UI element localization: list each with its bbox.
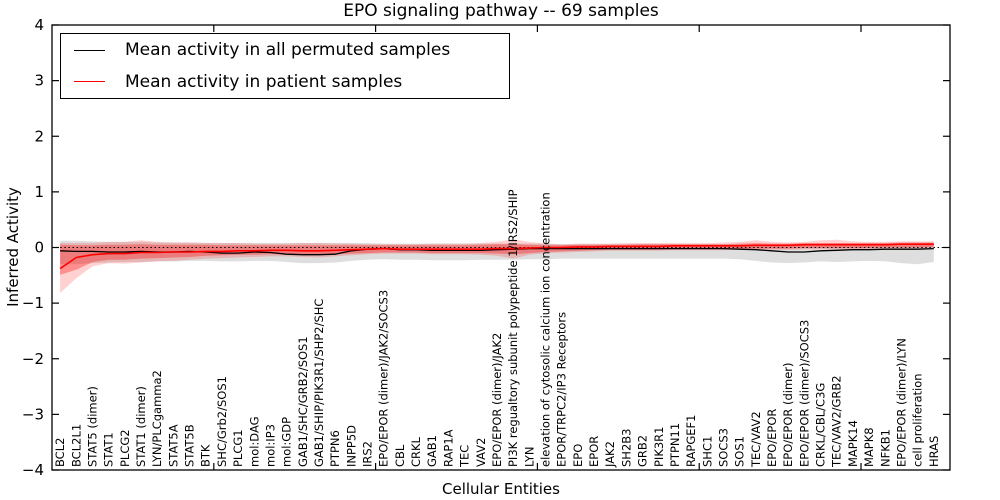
legend-entry-permuted: Mean activity in all permuted samples [74,35,509,65]
x-category-label: BCL2 [53,438,67,467]
y-tick-label: 1 [34,183,44,201]
y-tick-label: −2 [22,350,44,368]
x-category-label: SHC1 [700,436,714,467]
x-category-label: PTPN11 [668,423,682,467]
x-category-label: mol:GDP [280,417,294,467]
x-category-label: RAP1A [441,429,455,467]
x-category-label: EPOR/TRPC2/IP3 Receptors [555,312,569,467]
x-category-label: EPO/EPOR [765,409,779,467]
x-category-label: INPP5D [344,425,358,467]
y-tick-label: 2 [34,127,44,145]
x-category-label: elevation of cytosolic calcium ion conce… [539,192,553,467]
x-category-label: EPO/EPOR (dimer)/LYN [895,338,909,467]
y-tick-label: −1 [22,294,44,312]
x-category-label: MAPK14 [846,420,860,467]
x-category-label: EPO [571,444,585,467]
legend-line-sample-black [74,49,105,51]
x-category-label: STAT5A [166,424,180,467]
axes-spines [51,24,951,471]
x-category-label: BCL2L1 [69,424,83,467]
x-category-label: IRS2 [361,441,375,467]
x-category-label: TEC [458,445,472,468]
x-category-label: HRAS [927,436,941,467]
x-category-label: RAPGEF1 [684,415,698,467]
x-category-label: GAB1 [425,435,439,467]
y-tick-label: 4 [34,16,44,34]
x-category-label: PLCG1 [231,429,245,467]
x-category-label: PIK3R1 [652,427,666,468]
x-category-label: VAV2 [474,438,488,467]
permuted-band [60,240,934,265]
x-category-label: SH2B3 [619,429,633,467]
x-category-label: EPOR [587,436,601,467]
x-category-label: SOS1 [733,436,747,467]
x-category-label: mol:DAG [247,416,261,467]
x-category-label: PLCG2 [118,429,132,467]
chart-title: EPO signaling pathway -- 69 samples [343,1,659,21]
legend-label-permuted: Mean activity in all permuted samples [125,40,451,61]
x-category-label: TEC/VAV2 [749,411,763,468]
x-category-label: STAT5B [183,424,197,467]
y-tick-label: −4 [22,461,44,479]
x-category-label: STAT1 (dimer) [134,386,148,467]
x-category-label: LYN [522,446,536,467]
patient-mean-line [59,243,934,270]
x-category-label: CBL [393,444,407,467]
x-category-label: CRKL [409,436,423,467]
x-category-label: SHC/Grb2/SOS1 [215,376,229,467]
x-category-label: LYN/PLCgamma2 [150,370,164,467]
y-tick-label: 3 [34,72,44,90]
x-category-label: MAPK8 [862,427,876,467]
patient-outer-band [60,239,934,294]
x-category-label: cell proliferation [911,373,925,467]
y-tick-label: −3 [22,405,44,423]
x-category-label: CRKL/CBL/C3G [814,383,828,467]
x-category-label: NFKB1 [878,429,892,467]
x-category-label: GRB2 [636,435,650,467]
x-category-label: mol:IP3 [263,424,277,467]
legend-line-sample-red [74,81,105,83]
x-category-label: TEC/VAV2/GRB2 [830,375,844,468]
y-tick-label: 0 [34,239,44,257]
x-category-label: GAB1/SHC/GRB2/SOS1 [296,336,310,467]
x-category-label: BTK [199,444,213,467]
legend: Mean activity in all permuted samples Me… [60,33,510,99]
x-category-label: EPO/EPOR (dimer) [781,363,795,468]
x-category-label: STAT1 [102,432,116,467]
x-category-label: JAK2 [603,441,617,468]
legend-entry-patient: Mean activity in patient samples [74,67,509,97]
x-category-label: STAT5 (dimer) [86,386,100,467]
x-category-label: PI3K regualtory subunit polypeptide 1/IR… [506,189,520,467]
x-category-label: GAB1/SHIP/PIK3R1/SHP2/SHC [312,299,326,467]
x-category-label: EPO/EPOR (dimer)/SOCS3 [797,320,811,467]
x-axis-label: Cellular Entities [442,480,560,498]
legend-label-patient: Mean activity in patient samples [125,71,403,92]
x-category-label: EPO/EPOR (dimer)/JAK2 [490,333,504,467]
x-category-label: PTPN6 [328,430,342,467]
x-category-label: SOCS3 [717,428,731,467]
x-category-label: EPO/EPOR (dimer)/JAK2/SOCS3 [377,290,391,467]
